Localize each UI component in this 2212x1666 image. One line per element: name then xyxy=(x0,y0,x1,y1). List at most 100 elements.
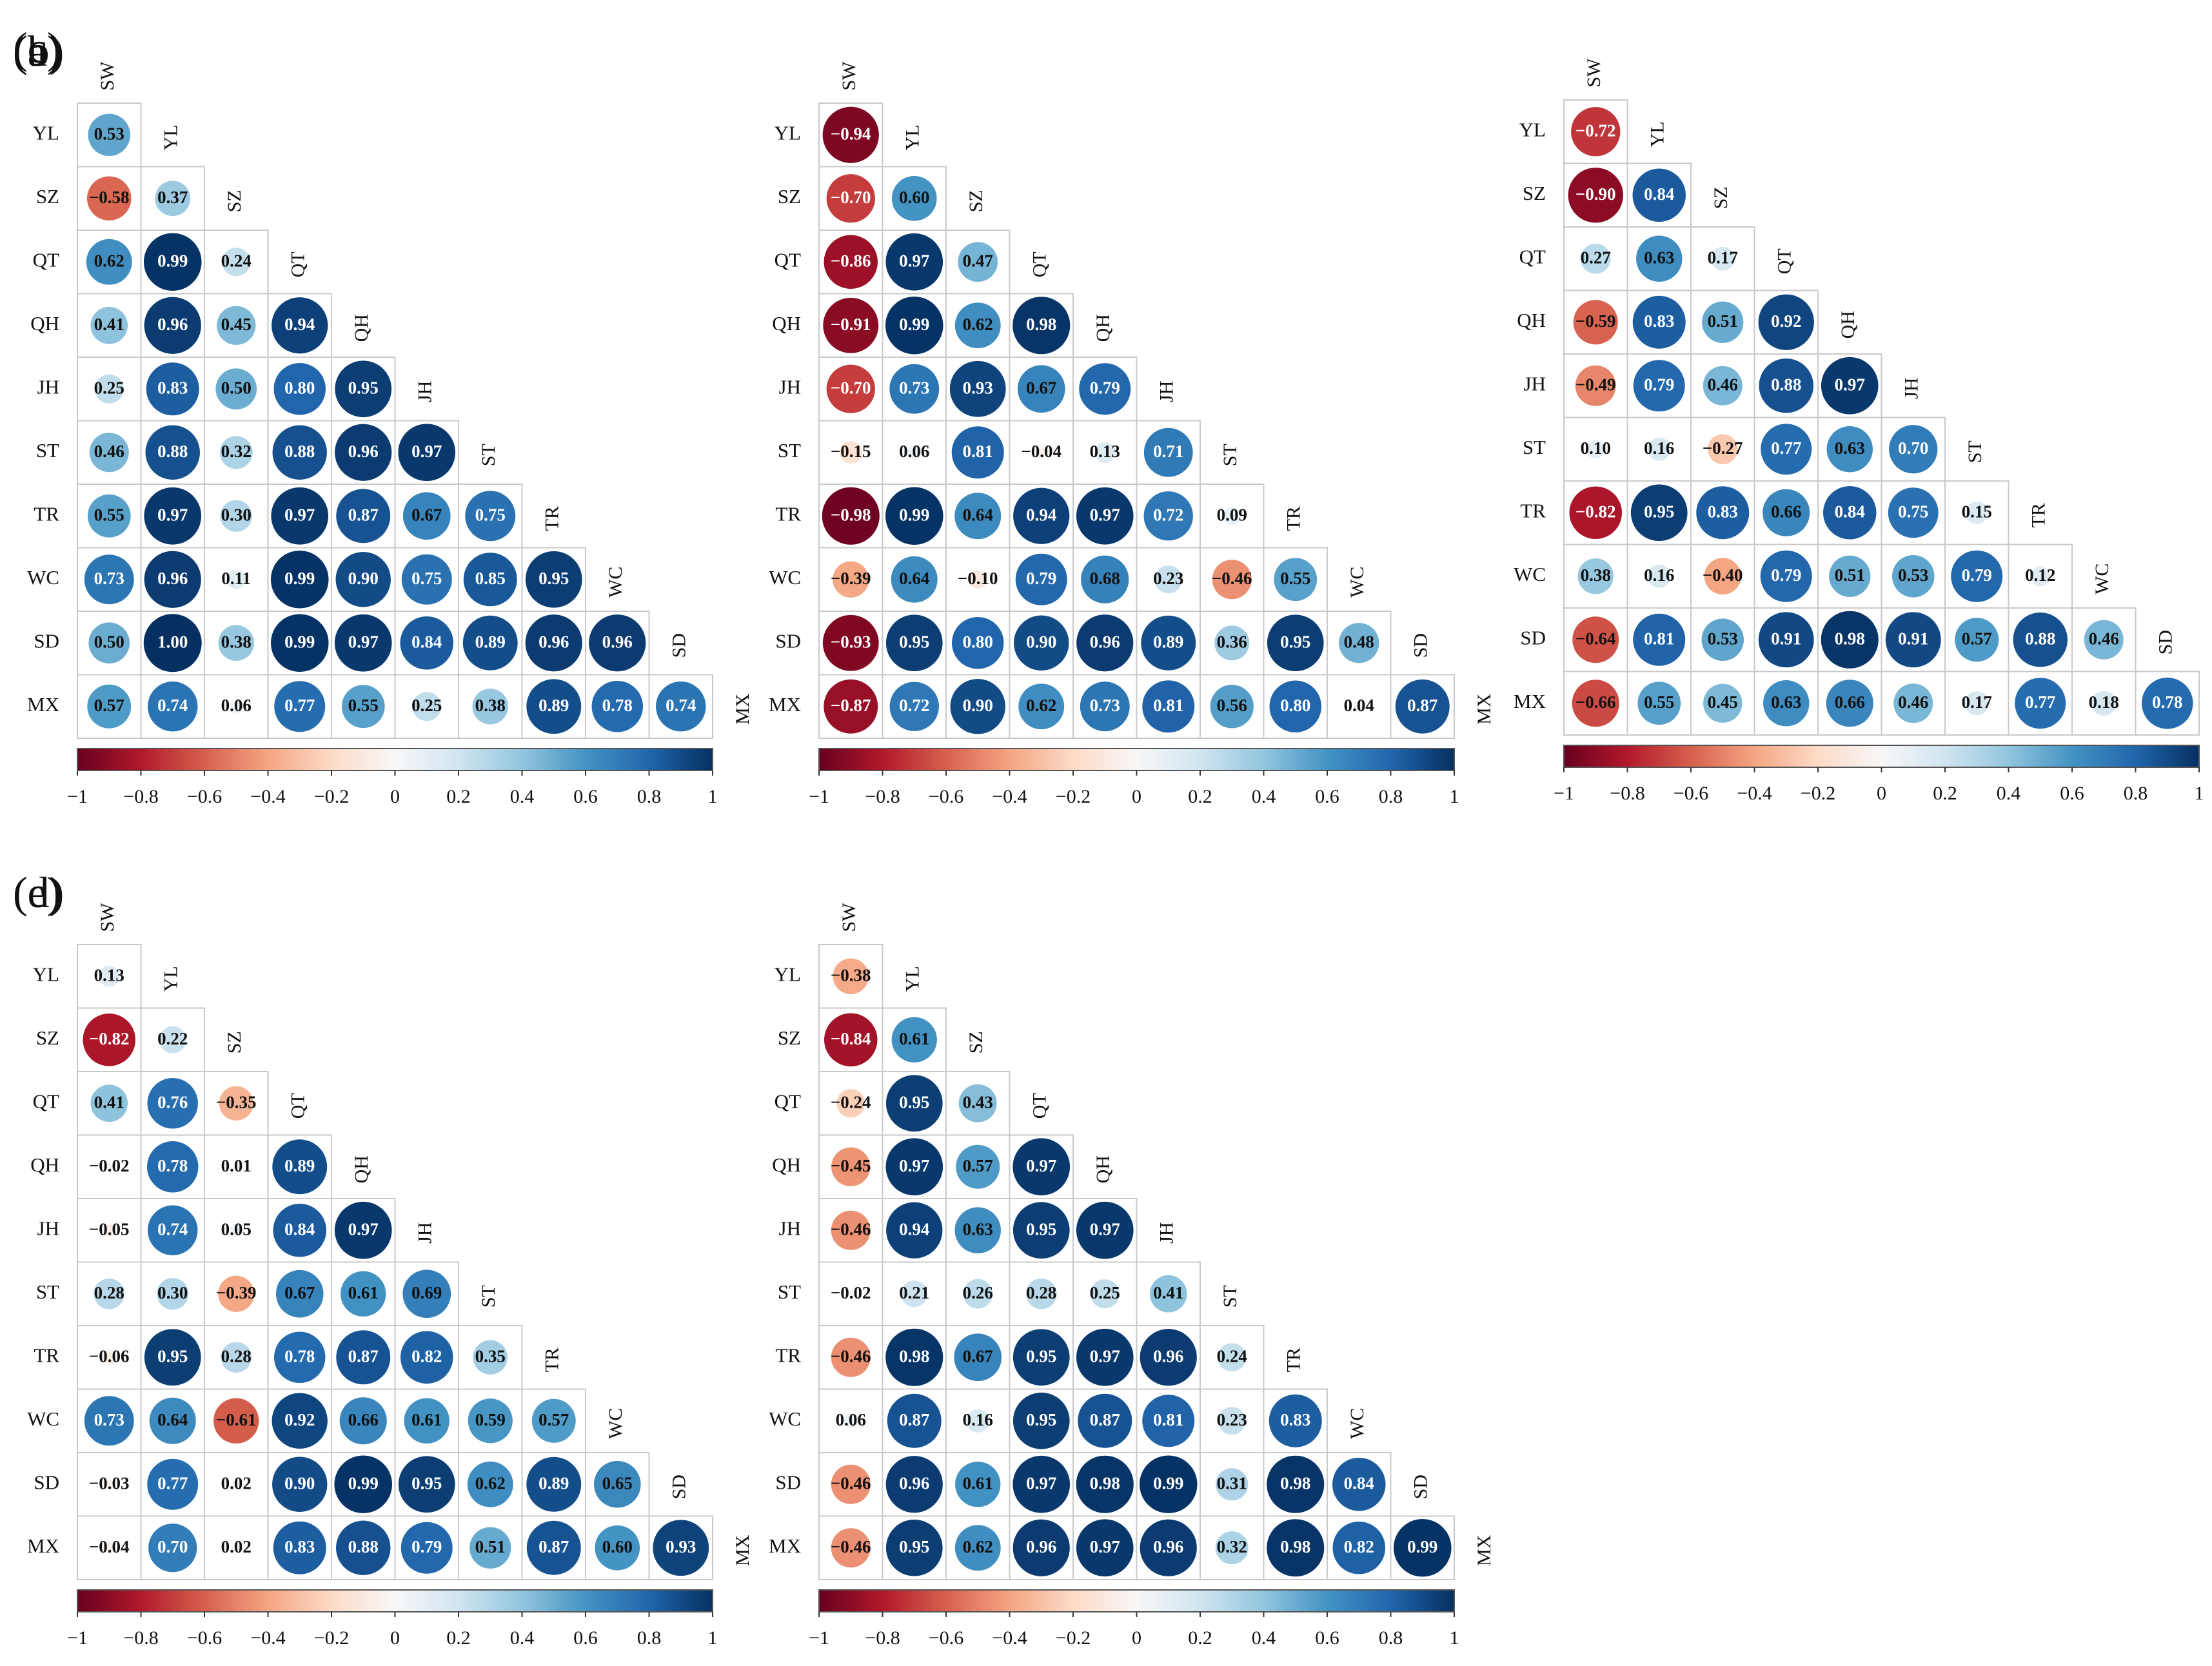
row-label: MX xyxy=(769,1534,801,1557)
column-label: QH xyxy=(1092,1155,1114,1183)
correlation-value: 0.70 xyxy=(1898,438,1928,458)
correlation-circle xyxy=(334,1201,392,1259)
colorbar-tick-label: −0.4 xyxy=(992,786,1027,807)
correlation-value: 0.95 xyxy=(157,1346,188,1366)
row-label: ST xyxy=(778,1280,801,1303)
correlation-circle xyxy=(1012,1202,1070,1259)
correlation-circle xyxy=(473,1340,508,1375)
correlation-value: 0.78 xyxy=(157,1156,188,1175)
correlation-circle xyxy=(155,181,191,217)
colorbar-tick-label: 0.6 xyxy=(1315,1627,1339,1649)
correlation-circle xyxy=(822,106,879,163)
colorbar-tick-label: −0.8 xyxy=(123,1627,158,1649)
correlation-circle xyxy=(1821,357,1879,415)
correlation-circle xyxy=(901,1280,928,1308)
colorbar-tick-label: −0.6 xyxy=(1674,783,1708,804)
correlation-value: 0.81 xyxy=(1153,1410,1183,1429)
correlation-value: 0.28 xyxy=(1026,1283,1056,1302)
correlation-value: −0.10 xyxy=(958,569,998,588)
column-label: QT xyxy=(288,251,309,277)
correlation-value: 0.67 xyxy=(411,505,442,524)
correlation-value: 0.87 xyxy=(1090,1410,1120,1429)
column-label: ST xyxy=(478,444,499,466)
correlation-circle xyxy=(270,550,329,609)
correlation-value: 0.63 xyxy=(1644,248,1674,267)
row-label: WC xyxy=(1514,563,1546,585)
correlation-circle xyxy=(402,1269,451,1318)
correlation-value: 0.51 xyxy=(475,1537,506,1556)
column-label: WC xyxy=(1347,567,1368,598)
correlation-circle xyxy=(951,426,1004,479)
correlation-value: 0.72 xyxy=(1153,505,1183,524)
correlation-value: 0.15 xyxy=(1962,502,1992,521)
colorbar-tick-label: 0.2 xyxy=(1933,783,1957,804)
correlation-value: −0.02 xyxy=(89,1156,130,1175)
correlation-value: 0.96 xyxy=(1026,1537,1056,1556)
colorbar-tick-label: 0 xyxy=(1132,786,1141,807)
correlation-value: 0.28 xyxy=(94,1283,124,1302)
correlation-value: 0.96 xyxy=(348,442,379,461)
correlation-value: 0.74 xyxy=(157,696,188,715)
correlation-value: 0.98 xyxy=(1090,1473,1120,1493)
correlation-circle xyxy=(84,554,134,605)
correlation-value: 0.55 xyxy=(1644,692,1674,712)
correlation-value: 0.95 xyxy=(899,632,929,651)
correlation-value: 0.27 xyxy=(1581,248,1611,267)
colorbar xyxy=(77,1589,713,1612)
correlation-circle xyxy=(219,436,253,469)
correlation-circle xyxy=(86,176,132,221)
row-label: SZ xyxy=(1523,182,1546,204)
correlation-value: 0.05 xyxy=(221,1219,252,1239)
colorbar-tick-label: −0.2 xyxy=(1801,783,1835,804)
column-label: TR xyxy=(542,506,563,531)
correlation-value: 0.91 xyxy=(1771,629,1801,648)
correlation-value: −0.66 xyxy=(1575,692,1616,712)
column-label: YL xyxy=(161,966,182,992)
correlation-value: 0.98 xyxy=(1026,315,1056,334)
correlation-circle xyxy=(956,1144,1000,1189)
correlation-circle xyxy=(885,296,943,355)
correlation-value: 0.77 xyxy=(2025,692,2055,712)
correlation-value: −0.70 xyxy=(831,188,871,207)
correlation-value: 0.75 xyxy=(411,569,442,588)
correlation-value: 0.90 xyxy=(348,569,379,588)
colorbar-tick-label: −0.4 xyxy=(1737,783,1772,804)
correlation-value: 0.99 xyxy=(284,569,315,588)
correlation-value: 0.64 xyxy=(899,569,929,588)
correlation-value: 0.06 xyxy=(836,1410,866,1429)
correlation-value: 0.25 xyxy=(94,378,124,397)
correlation-value: 0.74 xyxy=(157,1219,188,1239)
correlation-circle xyxy=(87,684,132,729)
correlation-circle xyxy=(147,1078,198,1129)
column-label: SW xyxy=(97,61,118,91)
correlation-value: 0.83 xyxy=(157,378,188,397)
correlation-value: 0.90 xyxy=(1026,632,1056,651)
colorbar-tick-label: −1 xyxy=(809,1627,829,1649)
correlation-value: 0.82 xyxy=(1344,1537,1374,1556)
correlation-value: 0.97 xyxy=(1835,375,1865,394)
correlation-circle xyxy=(217,306,256,345)
correlation-circle xyxy=(159,1026,186,1054)
colorbar-tick-label: 0.8 xyxy=(1379,786,1403,807)
correlation-value: 0.81 xyxy=(1153,696,1183,715)
row-label: ST xyxy=(1523,436,1546,458)
column-label: SZ xyxy=(965,1031,987,1054)
column-label: SD xyxy=(1410,1475,1432,1499)
correlation-circle xyxy=(954,1333,1002,1382)
colorbar-tick-label: 1 xyxy=(1450,1627,1459,1649)
correlation-value: 0.95 xyxy=(1280,632,1310,651)
colorbar-tick-label: −0.8 xyxy=(865,786,900,807)
correlation-circle xyxy=(653,1520,709,1576)
correlation-value: 0.67 xyxy=(284,1283,315,1302)
correlation-circle xyxy=(1012,1392,1070,1449)
correlation-value: 0.11 xyxy=(221,569,251,588)
correlation-circle xyxy=(593,1460,641,1508)
row-label: SZ xyxy=(36,185,59,208)
correlation-circle xyxy=(1269,1394,1322,1447)
correlation-circle xyxy=(1633,613,1686,666)
correlation-circle xyxy=(950,679,1005,734)
correlation-value: 0.67 xyxy=(1026,378,1056,397)
correlation-value: 0.59 xyxy=(475,1410,506,1429)
correlation-circle xyxy=(826,364,875,413)
